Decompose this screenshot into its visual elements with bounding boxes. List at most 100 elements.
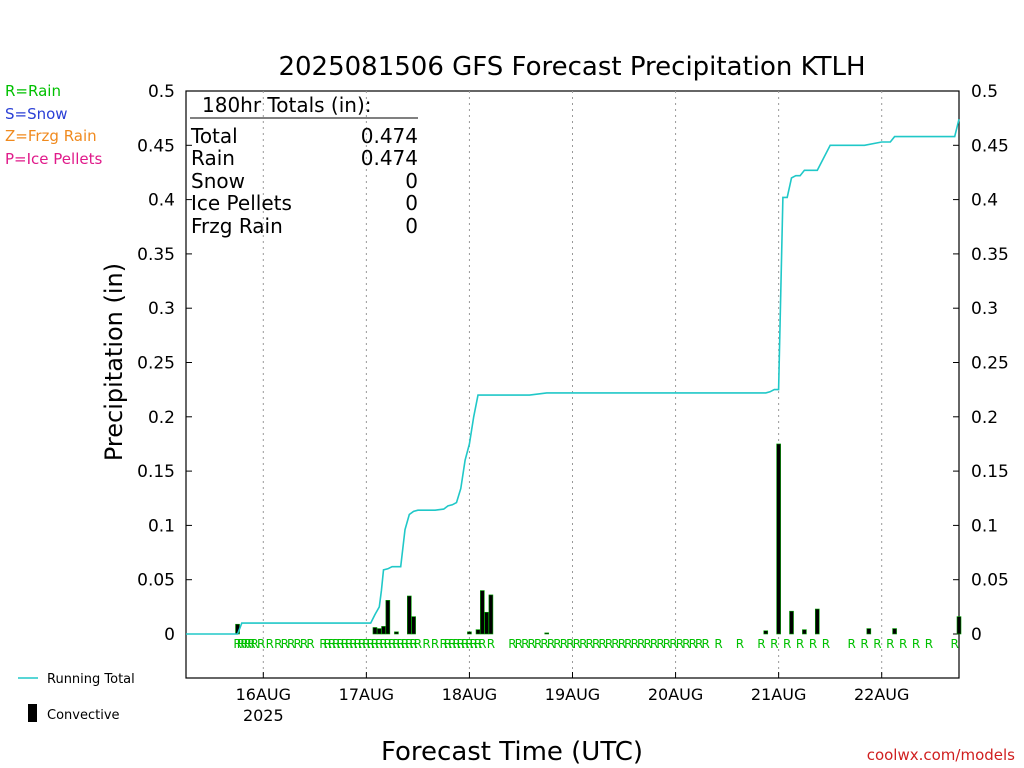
- rain-marker: R: [676, 637, 684, 651]
- y-tick-label-right: 0.5: [971, 82, 998, 102]
- rain-marker: R: [573, 637, 581, 651]
- rain-marker: R: [783, 637, 791, 651]
- rain-marker: R: [860, 637, 868, 651]
- rain-marker: R: [405, 637, 413, 651]
- vertical-gridlines: [262, 91, 883, 678]
- rain-marker: R: [392, 637, 400, 651]
- y-tick-label-right: 0.15: [971, 462, 1009, 482]
- rain-marker: R: [319, 637, 327, 651]
- totals-snow-label: Snow: [191, 169, 245, 193]
- y-tick-label-right: 0.2: [971, 408, 998, 428]
- totals-total-label: Total: [190, 124, 238, 148]
- convective-bar: [484, 611, 489, 635]
- convective-bar: [763, 630, 769, 635]
- rain-marker: R: [474, 637, 482, 651]
- convective-bar: [789, 610, 794, 635]
- rain-marker: R: [354, 637, 362, 651]
- rain-marker: R: [345, 637, 353, 651]
- rain-marker: R: [341, 637, 349, 651]
- rain-marker: R: [240, 637, 248, 651]
- rain-marker: R: [663, 637, 671, 651]
- x-tick-sublabel: 2025: [243, 706, 284, 725]
- rain-marker: R: [332, 637, 340, 651]
- rain-marker: R: [886, 637, 894, 651]
- rain-marker: R: [695, 637, 703, 651]
- convective-bar: [956, 616, 962, 635]
- y-tick-label-right: 0.45: [971, 136, 1009, 156]
- rain-marker: R: [358, 637, 366, 651]
- totals-frzg-rain-label: Frzg Rain: [191, 214, 283, 238]
- rain-marker: R: [547, 637, 555, 651]
- rain-marker: R: [579, 637, 587, 651]
- legend-ice-pellets-label: P=Ice Pellets: [5, 150, 102, 168]
- rain-marker: R: [637, 637, 645, 651]
- rain-marker: R: [487, 637, 495, 651]
- rain-marker: R: [566, 637, 574, 651]
- rain-marker: R: [899, 637, 907, 651]
- legend-rain-label: R=Rain: [5, 82, 61, 100]
- rain-marker: R: [534, 637, 542, 651]
- y-tick-label-left: 0.45: [137, 136, 175, 156]
- rain-marker: R: [233, 637, 241, 651]
- rain-marker: R: [465, 637, 473, 651]
- y-tick-label-right: 0.05: [971, 571, 1009, 591]
- y-tick-label-left: 0.3: [148, 299, 175, 319]
- y-axis-label: Precipitation (in): [100, 263, 128, 461]
- rain-marker: R: [611, 637, 619, 651]
- convective-bar: [407, 595, 412, 635]
- rain-marker: R: [257, 637, 265, 651]
- rain-marker: R: [912, 637, 920, 651]
- rain-marker: R: [266, 637, 274, 651]
- x-axis-label: Forecast Time (UTC): [381, 737, 643, 767]
- y-tick-label-right: 0.35: [971, 245, 1009, 265]
- rain-marker: R: [274, 637, 282, 651]
- rain-marker: R: [757, 637, 765, 651]
- x-tick-label: 18AUG: [442, 685, 497, 704]
- rain-marker: R: [553, 637, 561, 651]
- rain-marker: R: [448, 637, 456, 651]
- y-tick-label-left: 0.05: [137, 571, 175, 591]
- rain-marker: R: [873, 637, 881, 651]
- totals-rain-label: Rain: [191, 146, 235, 170]
- rain-marker: R: [247, 637, 255, 651]
- rain-marker: R: [431, 637, 439, 651]
- convective-bar: [475, 629, 481, 635]
- legend-frzg-rain-label: Z=Frzg Rain: [5, 127, 97, 145]
- totals-heading: 180hr Totals (in):: [202, 93, 372, 117]
- y-tick-label-left: 0.1: [148, 516, 175, 536]
- rain-marker: R: [951, 637, 959, 651]
- rain-marker: R: [371, 637, 379, 651]
- rain-marker: R: [439, 637, 447, 651]
- running-total-legend-label: Running Total: [47, 672, 135, 687]
- rain-marker: R: [237, 637, 245, 651]
- rain-marker: R: [375, 637, 383, 651]
- convective-bar: [892, 628, 897, 635]
- y-tick-label-left: 0.35: [137, 245, 175, 265]
- rain-marker: R: [605, 637, 613, 651]
- y-axis-left: 0 0.05 0.1 0.15 0.2 0.25 0.3 0.35 0.4 0.45 0.5: [137, 82, 192, 645]
- rain-marker: R: [618, 637, 626, 651]
- rain-marker: R: [650, 637, 658, 651]
- rain-marker: R: [656, 637, 664, 651]
- totals-snow-value: 0: [405, 169, 418, 193]
- convective-bar: [488, 594, 494, 635]
- rain-marker: R: [293, 637, 301, 651]
- totals-frzg-rain-value: 0: [405, 214, 418, 238]
- precip-type-legend: R=Rain S=Snow Z=Frzg Rain P=Ice Pellets: [5, 82, 102, 168]
- rain-marker: R: [540, 637, 548, 651]
- x-tick-label: 16AUG: [236, 685, 291, 704]
- rain-marker: R: [847, 637, 855, 651]
- series-legend: Running Total Convective: [18, 672, 135, 723]
- rain-marker: R: [714, 637, 722, 651]
- y-tick-label-right: 0.3: [971, 299, 998, 319]
- rain-marker: R: [422, 637, 430, 651]
- rain-marker: R: [736, 637, 744, 651]
- totals-total-value: 0.474: [361, 124, 418, 148]
- y-tick-label-right: 0.4: [971, 191, 998, 211]
- chart-title: 2025081506 GFS Forecast Precipitation KT…: [278, 52, 865, 82]
- rain-marker: R: [251, 637, 259, 651]
- rain-marker: R: [770, 637, 778, 651]
- rain-marker: R: [281, 637, 289, 651]
- rain-marker: R: [528, 637, 536, 651]
